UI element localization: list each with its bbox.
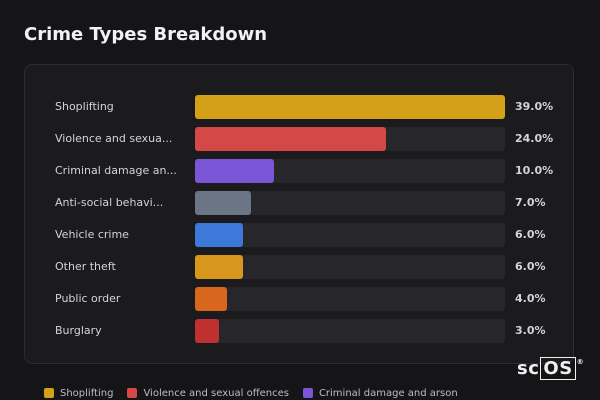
bar-track	[195, 95, 505, 119]
bar-value-label: 6.0%	[515, 228, 546, 241]
bar-track	[195, 287, 505, 311]
legend-label: Shoplifting	[60, 387, 114, 399]
bar[interactable]	[195, 255, 243, 279]
bar[interactable]	[195, 95, 505, 119]
bar-value-label: 24.0%	[515, 132, 554, 145]
bar-label: Shoplifting	[55, 100, 114, 113]
bar-row: Vehicle crime 6.0%	[25, 223, 575, 247]
legend-label: Violence and sexual offences	[143, 387, 289, 399]
bar[interactable]	[195, 223, 243, 247]
logo-registered-mark: ®	[576, 358, 585, 366]
bar-value-label: 7.0%	[515, 196, 546, 209]
bar-row: Anti-social behavi... 7.0%	[25, 191, 575, 215]
legend-swatch	[127, 388, 138, 398]
legend-item[interactable]: Criminal damage and arson	[302, 386, 458, 400]
bar-value-label: 10.0%	[515, 164, 554, 177]
bar-track	[195, 223, 505, 247]
bar[interactable]	[195, 287, 227, 311]
bar-value-label: 3.0%	[515, 324, 546, 337]
bar-track	[195, 319, 505, 343]
chart-title: Crime Types Breakdown	[24, 24, 268, 45]
legend-item[interactable]: Shoplifting	[44, 386, 113, 400]
bar-row: Shoplifting 39.0%	[25, 95, 575, 119]
brand-logo: sc OS ®	[517, 357, 585, 380]
bar-label: Burglary	[55, 324, 102, 337]
bar-label: Anti-social behavi...	[55, 196, 164, 209]
bar[interactable]	[195, 191, 251, 215]
bar-track	[195, 191, 505, 215]
chart-legend: Shoplifting Violence and sexual offences C…	[44, 386, 458, 400]
bar-label: Criminal damage an...	[55, 164, 177, 177]
bar[interactable]	[195, 127, 386, 151]
bar-label: Public order	[55, 292, 121, 305]
bar-label: Violence and sexua...	[55, 132, 173, 145]
bar-label: Vehicle crime	[55, 228, 129, 241]
bar-label: Other theft	[55, 260, 116, 273]
bar-row: Violence and sexua... 24.0%	[25, 127, 575, 151]
bar-row: Burglary 3.0%	[25, 319, 575, 343]
bar[interactable]	[195, 319, 219, 343]
bar-row: Criminal damage an... 10.0%	[25, 159, 575, 183]
bar-track	[195, 159, 505, 183]
legend-label: Criminal damage and arson	[318, 387, 458, 399]
logo-boxed: OS	[540, 357, 576, 380]
legend-swatch	[44, 388, 54, 398]
bar-value-label: 4.0%	[515, 292, 546, 305]
bar-row: Other theft 6.0%	[25, 255, 575, 279]
bar-value-label: 6.0%	[515, 260, 546, 273]
bar-value-label: 39.0%	[515, 100, 554, 113]
legend-swatch	[302, 388, 313, 398]
bar-track	[195, 127, 505, 151]
bar[interactable]	[195, 159, 274, 183]
logo-prefix: sc	[517, 358, 540, 379]
legend-item[interactable]: Violence and sexual offences	[127, 386, 289, 400]
bar-row: Public order 4.0%	[25, 287, 575, 311]
chart-card: Shoplifting 39.0% Violence and sexua... 24.…	[24, 64, 574, 364]
bar-track	[195, 255, 505, 279]
